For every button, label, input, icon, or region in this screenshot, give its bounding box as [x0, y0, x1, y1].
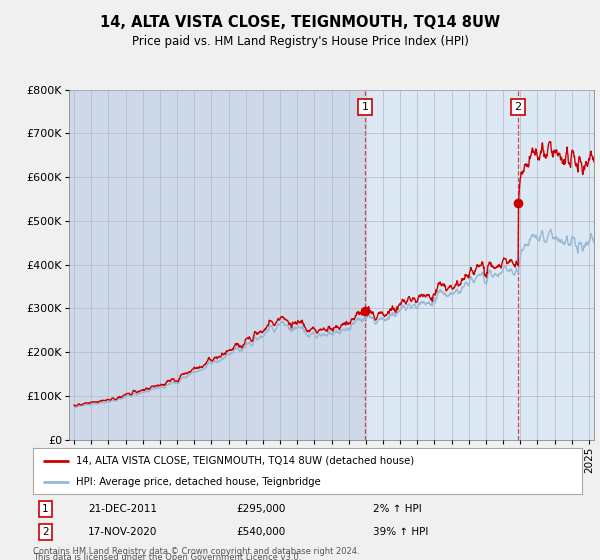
Text: 2% ↑ HPI: 2% ↑ HPI	[373, 504, 422, 514]
Text: 21-DEC-2011: 21-DEC-2011	[88, 504, 157, 514]
Text: Contains HM Land Registry data © Crown copyright and database right 2024.: Contains HM Land Registry data © Crown c…	[33, 547, 359, 556]
Text: HPI: Average price, detached house, Teignbridge: HPI: Average price, detached house, Teig…	[76, 477, 320, 487]
Text: 17-NOV-2020: 17-NOV-2020	[88, 527, 157, 537]
Text: 1: 1	[362, 102, 369, 112]
Text: £540,000: £540,000	[236, 527, 286, 537]
Text: 1: 1	[42, 504, 49, 514]
Text: 39% ↑ HPI: 39% ↑ HPI	[373, 527, 429, 537]
Text: 2: 2	[515, 102, 522, 112]
Text: This data is licensed under the Open Government Licence v3.0.: This data is licensed under the Open Gov…	[33, 553, 301, 560]
Text: 14, ALTA VISTA CLOSE, TEIGNMOUTH, TQ14 8UW (detached house): 14, ALTA VISTA CLOSE, TEIGNMOUTH, TQ14 8…	[76, 456, 414, 466]
Text: 14, ALTA VISTA CLOSE, TEIGNMOUTH, TQ14 8UW: 14, ALTA VISTA CLOSE, TEIGNMOUTH, TQ14 8…	[100, 15, 500, 30]
Text: £295,000: £295,000	[236, 504, 286, 514]
Text: 2: 2	[42, 527, 49, 537]
Text: Price paid vs. HM Land Registry's House Price Index (HPI): Price paid vs. HM Land Registry's House …	[131, 35, 469, 48]
Bar	[365, 90, 594, 440]
